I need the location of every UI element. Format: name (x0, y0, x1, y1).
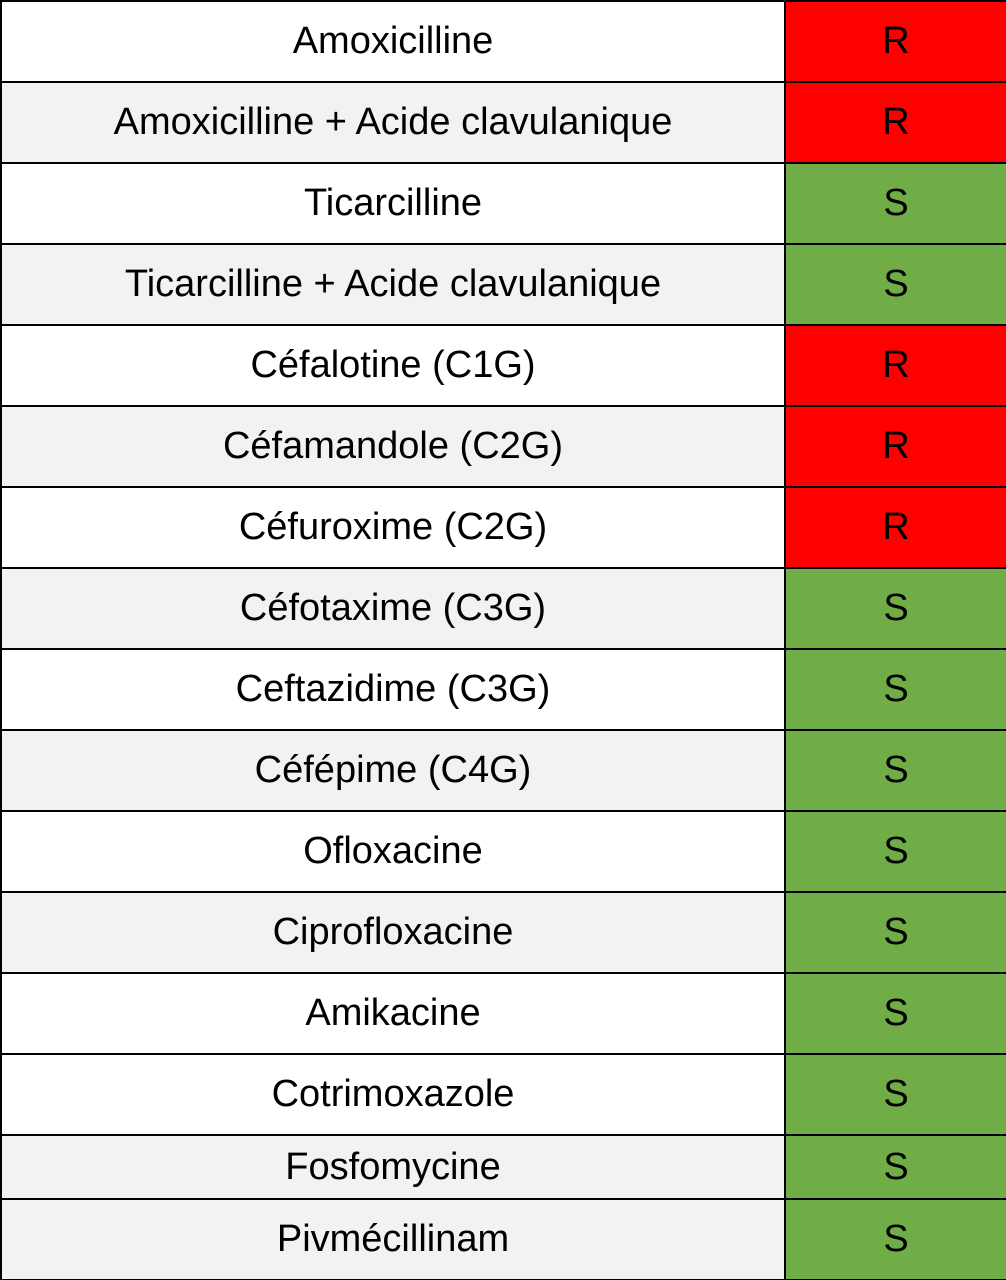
antibiotic-cell: Amoxicilline + Acide clavulanique (2, 83, 786, 164)
result-cell: S (786, 164, 1006, 245)
antibiotic-cell: Cotrimoxazole (2, 1055, 786, 1136)
antibiotic-cell: Céfuroxime (C2G) (2, 488, 786, 569)
result-cell: S (786, 731, 1006, 812)
antibiotic-cell: Ciprofloxacine (2, 893, 786, 974)
antibiotic-cell: Céfamandole (C2G) (2, 407, 786, 488)
result-cell: S (786, 974, 1006, 1055)
result-cell: S (786, 650, 1006, 731)
antibiotic-cell: Céfalotine (C1G) (2, 326, 786, 407)
result-cell: R (786, 407, 1006, 488)
antibiotic-cell: Céfépime (C4G) (2, 731, 786, 812)
result-cell: S (786, 893, 1006, 974)
antibiotic-cell: Fosfomycine (2, 1136, 786, 1200)
antibiotic-cell: Ofloxacine (2, 812, 786, 893)
result-cell: R (786, 488, 1006, 569)
antibiotic-cell: Ticarcilline (2, 164, 786, 245)
antibiotic-cell: Céfotaxime (C3G) (2, 569, 786, 650)
antibiotic-cell: Pivmécillinam (2, 1200, 786, 1279)
result-cell: R (786, 83, 1006, 164)
result-cell: R (786, 326, 1006, 407)
antibiotic-cell: Amoxicilline (2, 2, 786, 83)
result-cell: S (786, 245, 1006, 326)
result-cell: S (786, 569, 1006, 650)
result-cell: S (786, 1200, 1006, 1279)
antibiotic-cell: Ticarcilline + Acide clavulanique (2, 245, 786, 326)
antibiotic-cell: Amikacine (2, 974, 786, 1055)
result-cell: S (786, 1055, 1006, 1136)
result-cell: R (786, 2, 1006, 83)
result-cell: S (786, 812, 1006, 893)
result-cell: S (786, 1136, 1006, 1200)
antibiotic-cell: Ceftazidime (C3G) (2, 650, 786, 731)
